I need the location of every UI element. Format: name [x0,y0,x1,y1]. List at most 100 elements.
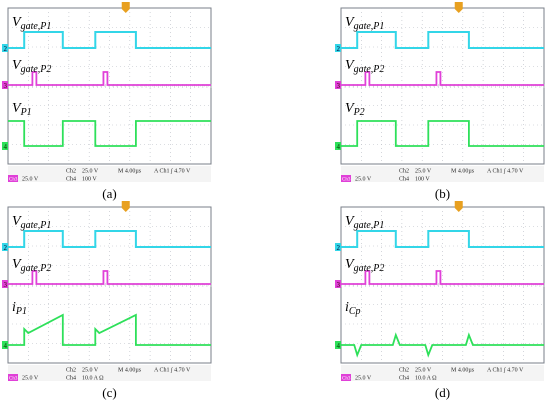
status-ch2-value: 25.0 V [82,368,99,374]
label-top: Vgate,P1 [345,214,384,231]
label-top-sub: gate,P1 [354,220,385,231]
status-ch4-tag: Ch4 [66,376,76,382]
status-bar [341,365,544,381]
status-bar [8,365,211,381]
status-ch4-value: 100 V [415,177,430,183]
status-timebase: M 4.00µs [451,368,475,374]
ch3-marker [335,81,341,89]
status-ch3-chip [341,374,351,381]
trace-gate-p2 [8,270,211,285]
status-bar [341,166,544,182]
trace-bottom [8,313,211,346]
label-bot-sub: P2 [353,107,365,118]
label-top: Vgate,P1 [12,214,51,231]
status-trigger: A Ch1 ∫ 4.70 V [154,367,191,374]
status-ch3-value: 25.0 V [22,177,39,183]
status-trigger: A Ch1 ∫ 4.70 V [487,367,524,374]
label-bot: iP1 [12,300,27,317]
status-ch3-value: 25.0 V [355,177,372,183]
status-ch4-value: 10.0 A Ω [415,376,437,382]
trace-bottom [8,120,211,147]
ch2-marker [2,44,8,52]
label-mid-main: V [345,58,355,73]
ch3-marker-label: 3 [4,82,8,90]
status-timebase: M 4.00µs [118,169,142,175]
label-bot-main: i [12,300,16,315]
trace-gate-p2 [8,71,211,86]
label-bot-sub: Cp [349,306,361,317]
trace-gate-p2 [341,270,544,285]
trace-bottom [341,332,544,358]
status-ch3-value: 25.0 V [355,376,372,382]
status-ch3-chip-label: Ch3 [342,178,351,183]
status-ch3-chip [8,175,18,182]
status-ch3-chip-label: Ch3 [342,377,351,382]
panel-caption: (c) [102,385,116,400]
label-bot-main: V [12,101,22,116]
label-bot-sub: P1 [15,306,27,317]
label-bot: VP1 [12,101,32,118]
status-bar [8,166,211,182]
status-timebase: M 4.00µs [451,169,475,175]
ch4-marker-label: 4 [337,143,341,151]
ch4-marker [335,142,341,150]
label-mid: Vgate,P2 [12,58,51,75]
label-mid: Vgate,P2 [345,257,384,274]
label-mid-main: V [12,257,22,272]
panel-caption: (a) [102,186,116,201]
trace-gate-p1 [8,31,211,49]
ch2-marker-label: 2 [337,244,341,252]
trace-gate-p1 [341,230,544,248]
panel-caption: (d) [435,385,450,400]
ch4-marker [335,341,341,349]
ch4-marker [2,142,8,150]
label-bot: VP2 [345,101,365,118]
ch2-marker-label: 2 [4,45,8,53]
trace-gate-p1 [341,31,544,49]
ch4-marker-label: 4 [337,342,341,350]
label-mid-main: V [12,58,22,73]
ch2-marker-label: 2 [337,45,341,53]
trace-gate-p1 [8,230,211,248]
ch3-marker-label: 3 [337,281,341,289]
status-ch4-tag: Ch4 [399,376,409,382]
label-top-sub: gate,P1 [21,21,52,32]
ch2-marker [335,44,341,52]
status-ch4-tag: Ch4 [399,177,409,183]
status-ch3-chip [341,175,351,182]
ch3-marker [335,280,341,288]
label-top-main: V [12,15,22,30]
status-ch2-value: 25.0 V [415,368,432,374]
label-mid: Vgate,P2 [12,257,51,274]
status-ch2-tag: Ch2 [399,169,409,175]
status-ch3-chip-label: Ch3 [9,178,18,183]
panel-caption: (b) [435,186,450,201]
status-ch3-value: 25.0 V [22,376,39,382]
status-trigger: A Ch1 ∫ 4.70 V [154,168,191,175]
ch4-marker-label: 4 [4,143,8,151]
label-bot: iCp [345,300,361,317]
label-top-main: V [12,214,22,229]
status-ch4-value: 100 V [82,177,97,183]
ch4-marker [2,341,8,349]
label-mid: Vgate,P2 [345,58,384,75]
status-ch4-value: 10.0 A Ω [82,376,104,382]
trigger-marker-icon [121,201,130,212]
ch4-marker-label: 4 [4,342,8,350]
label-bot-sub: P1 [20,107,32,118]
status-ch2-tag: Ch2 [66,368,76,374]
status-ch2-value: 25.0 V [82,169,99,175]
ch2-marker [335,243,341,251]
trace-gate-p2 [341,71,544,86]
trigger-marker-icon [454,201,463,212]
status-ch2-tag: Ch2 [66,169,76,175]
label-top-sub: gate,P1 [354,21,385,32]
status-trigger: A Ch1 ∫ 4.70 V [487,168,524,175]
label-mid-sub: gate,P2 [21,263,52,274]
label-top-sub: gate,P1 [21,220,52,231]
label-top-main: V [345,214,355,229]
label-top-main: V [345,15,355,30]
